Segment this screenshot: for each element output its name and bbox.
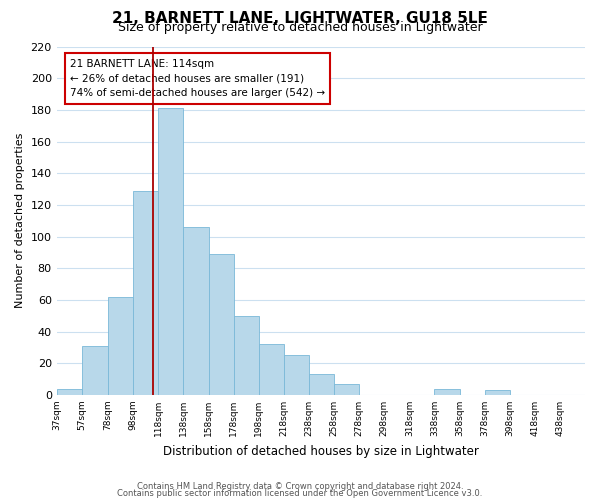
Text: 21 BARNETT LANE: 114sqm
← 26% of detached houses are smaller (191)
74% of semi-d: 21 BARNETT LANE: 114sqm ← 26% of detache… (70, 58, 325, 98)
Bar (133, 190, 158, 395)
Bar (184, 227, 209, 395)
Text: 21, BARNETT LANE, LIGHTWATER, GU18 5LE: 21, BARNETT LANE, LIGHTWATER, GU18 5LE (112, 11, 488, 26)
Bar (82, 346, 108, 395)
Bar (209, 254, 233, 395)
Bar (485, 390, 510, 395)
Bar (309, 374, 334, 395)
Bar (108, 296, 133, 395)
Bar (434, 388, 460, 395)
Bar (284, 356, 309, 395)
Text: Contains HM Land Registry data © Crown copyright and database right 2024.: Contains HM Land Registry data © Crown c… (137, 482, 463, 491)
Bar (233, 316, 259, 395)
Bar (56, 388, 82, 395)
Bar (259, 344, 284, 395)
Bar (158, 108, 184, 395)
X-axis label: Distribution of detached houses by size in Lightwater: Distribution of detached houses by size … (163, 444, 479, 458)
Bar (334, 384, 359, 395)
Y-axis label: Number of detached properties: Number of detached properties (15, 133, 25, 308)
Text: Contains public sector information licensed under the Open Government Licence v3: Contains public sector information licen… (118, 489, 482, 498)
Text: Size of property relative to detached houses in Lightwater: Size of property relative to detached ho… (118, 22, 482, 35)
